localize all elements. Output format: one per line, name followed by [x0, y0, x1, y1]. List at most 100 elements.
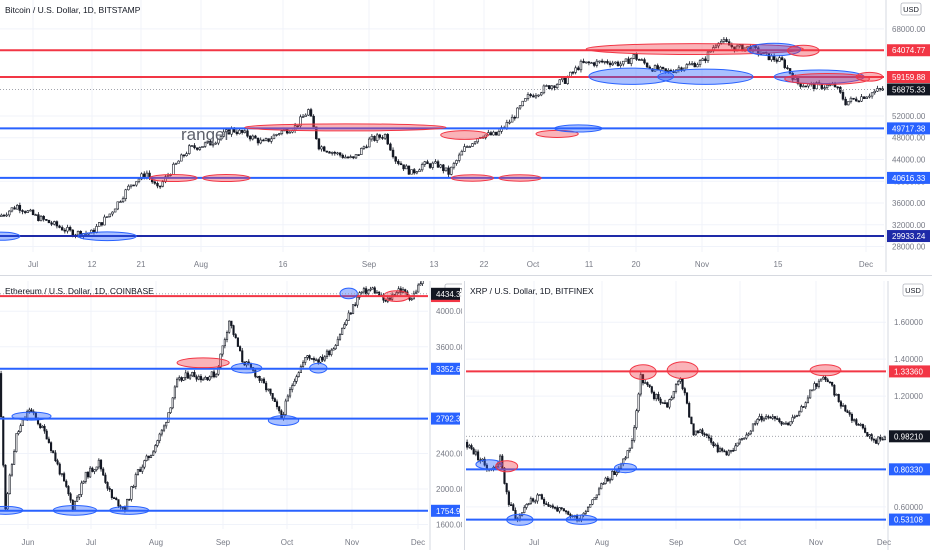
- candle-down: [381, 137, 384, 139]
- time-tick-label: Sep: [216, 538, 231, 547]
- candle-up: [868, 434, 871, 437]
- candle-up: [41, 425, 44, 428]
- support-touch-ellipse: [109, 505, 150, 515]
- candle-down: [837, 394, 840, 402]
- candle-up: [130, 486, 133, 500]
- candle-down: [780, 57, 784, 61]
- support-touch-ellipse: [553, 124, 603, 133]
- candle-down: [317, 359, 320, 363]
- support-touch-ellipse: [309, 362, 328, 374]
- candle-down: [802, 406, 805, 408]
- candle-up: [626, 450, 629, 459]
- candle-up: [868, 95, 871, 98]
- candle-up: [782, 422, 785, 425]
- candle-down: [495, 131, 498, 136]
- candle-up: [223, 339, 226, 347]
- candle-down: [707, 435, 711, 439]
- candle-down: [45, 430, 48, 440]
- candle-down: [688, 403, 691, 418]
- grid-lines: [0, 0, 884, 252]
- candle-up: [508, 121, 511, 124]
- candle-down: [47, 219, 51, 224]
- candle-up: [293, 380, 296, 386]
- candle-down: [769, 416, 772, 419]
- xrp-chart-svg[interactable]: 1.60000 1.40000 1.20000 0.60000 USD 1.33360 0.…: [466, 281, 932, 550]
- candle-up: [13, 451, 16, 465]
- panel-divider-vertical[interactable]: [464, 281, 465, 550]
- grid-lines: [0, 281, 428, 529]
- time-tick-label: Jun: [22, 538, 35, 547]
- candle-up: [670, 397, 673, 400]
- candle-down: [428, 163, 432, 168]
- candle-up: [267, 388, 270, 391]
- level-price-tag: [431, 504, 460, 517]
- candle-up: [694, 430, 697, 436]
- time-tick-label: Nov: [345, 538, 359, 547]
- candle-up: [330, 349, 333, 356]
- candle-down: [322, 146, 326, 152]
- candle-up: [800, 406, 803, 413]
- candle-down: [730, 44, 734, 48]
- candle-up: [5, 214, 8, 217]
- candle-up: [177, 160, 180, 164]
- candle-up: [272, 134, 276, 140]
- candle-down: [254, 370, 257, 377]
- candle-down: [2, 416, 5, 466]
- support-touch-ellipse: [0, 231, 21, 241]
- candle-up: [152, 451, 155, 456]
- eth-chart-svg[interactable]: 4000.003600.002400.002000.001600.00USD41…: [0, 281, 462, 550]
- candle-down: [50, 222, 53, 225]
- panel-divider-horizontal[interactable]: [0, 275, 932, 276]
- candle-down: [426, 161, 429, 165]
- level-price-tag-label: 29933.24: [892, 232, 926, 241]
- candle-up: [698, 60, 702, 65]
- candle-down: [696, 430, 700, 434]
- time-tick-label: Aug: [149, 538, 163, 547]
- candle-up: [134, 474, 137, 487]
- candle-up: [722, 39, 726, 42]
- eth-chart-panel[interactable]: 4000.003600.002400.002000.001600.00USD41…: [0, 281, 462, 550]
- candle-down: [872, 438, 875, 441]
- candle-down: [646, 382, 649, 386]
- support-touch-ellipse: [506, 513, 534, 526]
- level-price-tag: [431, 412, 460, 425]
- candle-down: [42, 215, 45, 220]
- candle-up: [549, 505, 552, 508]
- candle-down: [564, 510, 568, 513]
- resistance-touch-ellipse: [855, 71, 884, 82]
- candle-down: [232, 325, 235, 335]
- candle-up: [526, 94, 530, 99]
- candle-up: [679, 378, 682, 382]
- candle-up: [95, 466, 98, 471]
- candle-down: [857, 424, 860, 426]
- candle-down: [767, 416, 770, 418]
- currency-label: USD: [903, 5, 919, 14]
- level-price-tag-label: 59159.88: [892, 73, 926, 82]
- candle-up: [145, 455, 148, 461]
- candle-up: [538, 494, 541, 496]
- candle-down: [542, 498, 546, 504]
- candle-down: [365, 288, 368, 295]
- btc-chart-panel[interactable]: 68000.0052000.0048000.0044000.0040000.00…: [0, 0, 932, 272]
- xrp-chart-panel[interactable]: 1.60000 1.40000 1.20000 0.60000 USD 1.33360 0.…: [466, 281, 932, 550]
- candle-down: [256, 138, 260, 144]
- candle-up: [215, 373, 218, 378]
- candle-up: [877, 436, 880, 444]
- candle-up: [611, 62, 614, 66]
- candle-up: [201, 146, 204, 148]
- candle-up: [417, 284, 420, 293]
- candle-up: [198, 147, 202, 150]
- candle-up: [644, 382, 647, 384]
- candle-down: [153, 181, 157, 184]
- candle-up: [510, 116, 514, 123]
- candle-down: [56, 460, 59, 465]
- candle-up: [460, 151, 464, 156]
- candle-down: [373, 135, 376, 141]
- btc-chart-svg[interactable]: 68000.0052000.0048000.0044000.0040000.00…: [0, 0, 932, 272]
- candle-up: [534, 95, 538, 98]
- candle-down: [772, 55, 776, 61]
- candle-up: [167, 412, 170, 423]
- candle-down: [864, 427, 867, 433]
- candle-down: [613, 471, 616, 475]
- candle-up: [529, 498, 532, 504]
